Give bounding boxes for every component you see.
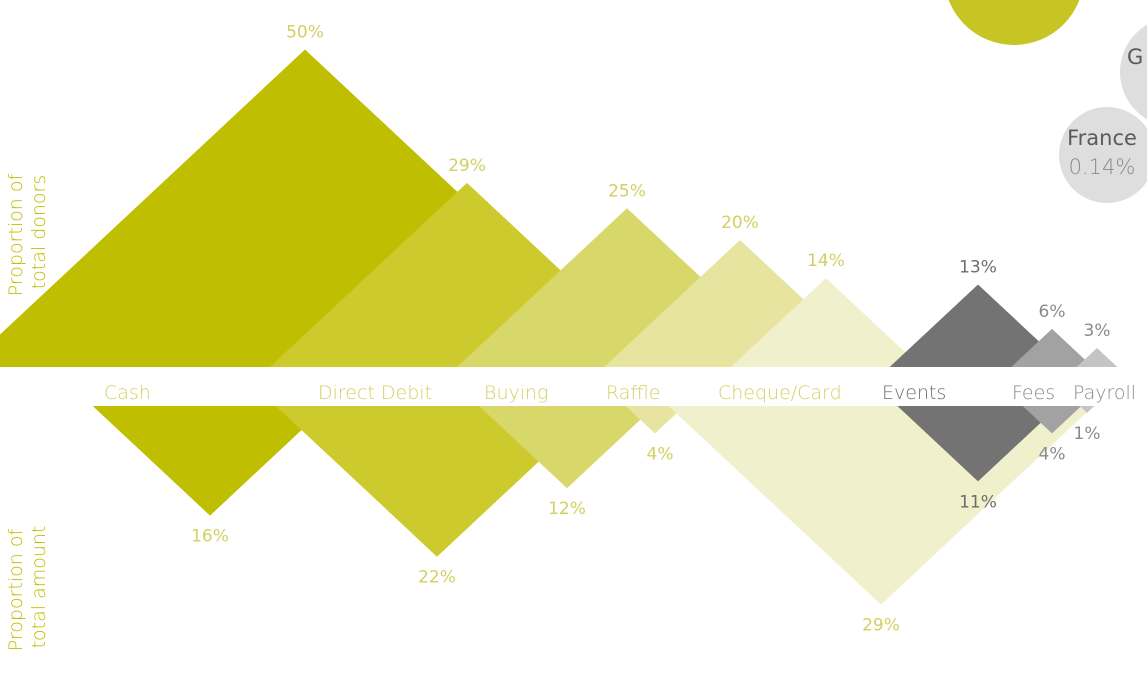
partial-bubble-label: G [1127, 45, 1143, 69]
donors-value-label-events: 13% [959, 257, 997, 277]
donors-value-label-direct-debit: 29% [448, 156, 486, 176]
category-label-direct-debit: Direct Debit [318, 382, 432, 404]
axis-label-donors-line2: total donors [28, 175, 50, 290]
axis-label-donors-line1: Proportion of [5, 174, 27, 297]
category-label-cash: Cash [104, 382, 151, 404]
axis-label-amount-line1: Proportion of [5, 529, 27, 652]
category-label-fees: Fees [1012, 382, 1055, 404]
amount-triangle-cheque-card [668, 406, 1094, 605]
category-label-payroll: Payroll [1073, 382, 1136, 404]
amount-value-labels: 16% 22% 12% 4% 29% 11% 4% 1% [191, 424, 1100, 636]
axis-label-amount-line2: total amount [28, 526, 50, 649]
amount-triangle-events [897, 406, 1059, 482]
france-bubble-value: 0.14% [1069, 155, 1136, 179]
france-bubble [1059, 107, 1147, 203]
grey-bubble-partial [1120, 24, 1147, 120]
donors-triangle-events [889, 284, 1067, 367]
amount-triangle-cash [92, 406, 328, 516]
amount-value-label-events: 11% [959, 492, 997, 512]
amount-value-label-cheque-card: 29% [862, 616, 900, 636]
donors-value-label-payroll: 3% [1084, 321, 1111, 341]
amount-value-label-payroll: 1% [1074, 424, 1101, 444]
donors-value-label-fees: 6% [1039, 302, 1066, 322]
amount-triangle-payroll [1079, 406, 1095, 413]
axis-label-amount: Proportion of total amount [5, 523, 50, 651]
donors-value-label-raffle: 20% [721, 213, 759, 233]
amount-value-label-cash: 16% [191, 527, 229, 547]
amount-triangle-direct-debit [275, 406, 599, 557]
amount-value-label-direct-debit: 22% [418, 568, 456, 588]
green-bubble [948, 0, 1080, 45]
bubble-group: G France 0.14% [948, 0, 1147, 203]
category-label-buying: Buying [484, 382, 548, 404]
axis-label-donors: Proportion of total donors [5, 168, 50, 296]
amount-triangle-fees [1022, 406, 1082, 434]
amount-triangle-buying [479, 406, 655, 489]
donors-value-label-buying: 25% [608, 181, 646, 201]
donors-value-labels: 50% 29% 25% 20% 14% 13% 6% 3% [286, 23, 1110, 341]
donors-triangle-cheque-card [730, 278, 922, 367]
amount-triangles [92, 406, 1095, 605]
amount-value-label-buying: 12% [548, 499, 586, 519]
category-labels: Cash Direct Debit Buying Raffle Cheque/Card E… [104, 382, 1136, 404]
donors-triangle-payroll [1076, 347, 1118, 367]
donors-value-label-cash: 50% [286, 23, 324, 43]
category-label-events: Events [882, 382, 946, 404]
category-label-raffle: Raffle [606, 382, 661, 404]
donors-triangles [0, 49, 1118, 367]
donors-triangle-fees [1011, 328, 1093, 367]
category-label-cheque-card: Cheque/Card [718, 382, 842, 404]
amount-value-label-raffle: 4% [647, 444, 674, 464]
donors-value-label-cheque-card: 14% [807, 251, 845, 271]
amount-value-label-fees: 4% [1039, 444, 1066, 464]
amount-triangle-raffle [625, 406, 685, 434]
france-bubble-name: France [1067, 126, 1137, 150]
